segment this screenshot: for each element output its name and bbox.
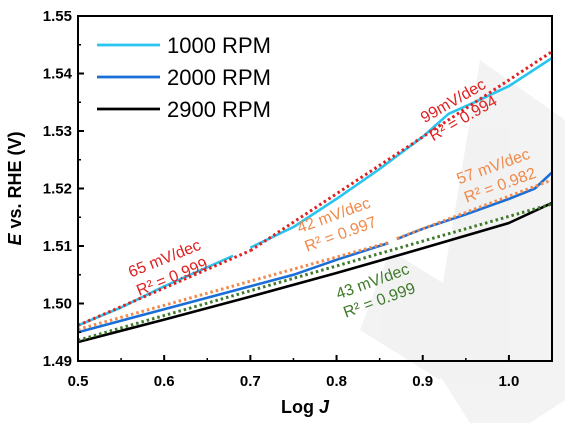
fit-line-3 <box>396 178 553 240</box>
y-tick-label: 1.54 <box>43 66 73 83</box>
x-tick-label: 0.6 <box>154 373 175 390</box>
y-tick-label: 1.51 <box>43 238 72 255</box>
x-tick-label: 1.0 <box>498 373 519 390</box>
y-tick-label: 1.53 <box>43 123 72 140</box>
series-0-segment-1 <box>249 56 553 249</box>
series-2-segment-0 <box>77 201 553 344</box>
legend-label: 1000 RPM <box>167 33 271 58</box>
x-axis-title: Log J <box>281 397 330 417</box>
legend-label: 2000 RPM <box>167 65 271 90</box>
watermark <box>360 60 565 423</box>
watermark-shape-2 <box>360 250 470 380</box>
y-axis-title: E vs. RHE (V) <box>5 131 25 245</box>
legend-label: 2900 RPM <box>167 97 271 122</box>
fit-line-2 <box>77 241 389 331</box>
x-tick-label: 0.8 <box>326 373 347 390</box>
x-tick-label: 0.7 <box>240 373 261 390</box>
series-0-segment-0 <box>77 254 234 327</box>
y-tick-label: 1.49 <box>43 353 72 370</box>
watermark-shape-1 <box>430 60 565 423</box>
legend: 1000 RPM 2000 RPM 2900 RPM <box>97 33 271 122</box>
y-tick-label: 1.52 <box>43 181 72 198</box>
x-tick-label: 0.5 <box>68 373 89 390</box>
fit-line-0 <box>77 249 251 327</box>
plot-area <box>77 50 553 344</box>
axes: 0.5 0.6 0.7 0.8 0.9 1.0 1.49 1.50 1.51 1.52 1.53 1.… <box>5 8 553 417</box>
series-1-segment-0 <box>77 241 389 334</box>
y-tick-label: 1.50 <box>43 296 72 313</box>
x-tick-label: 0.9 <box>412 373 433 390</box>
y-tick-label: 1.55 <box>43 8 72 25</box>
